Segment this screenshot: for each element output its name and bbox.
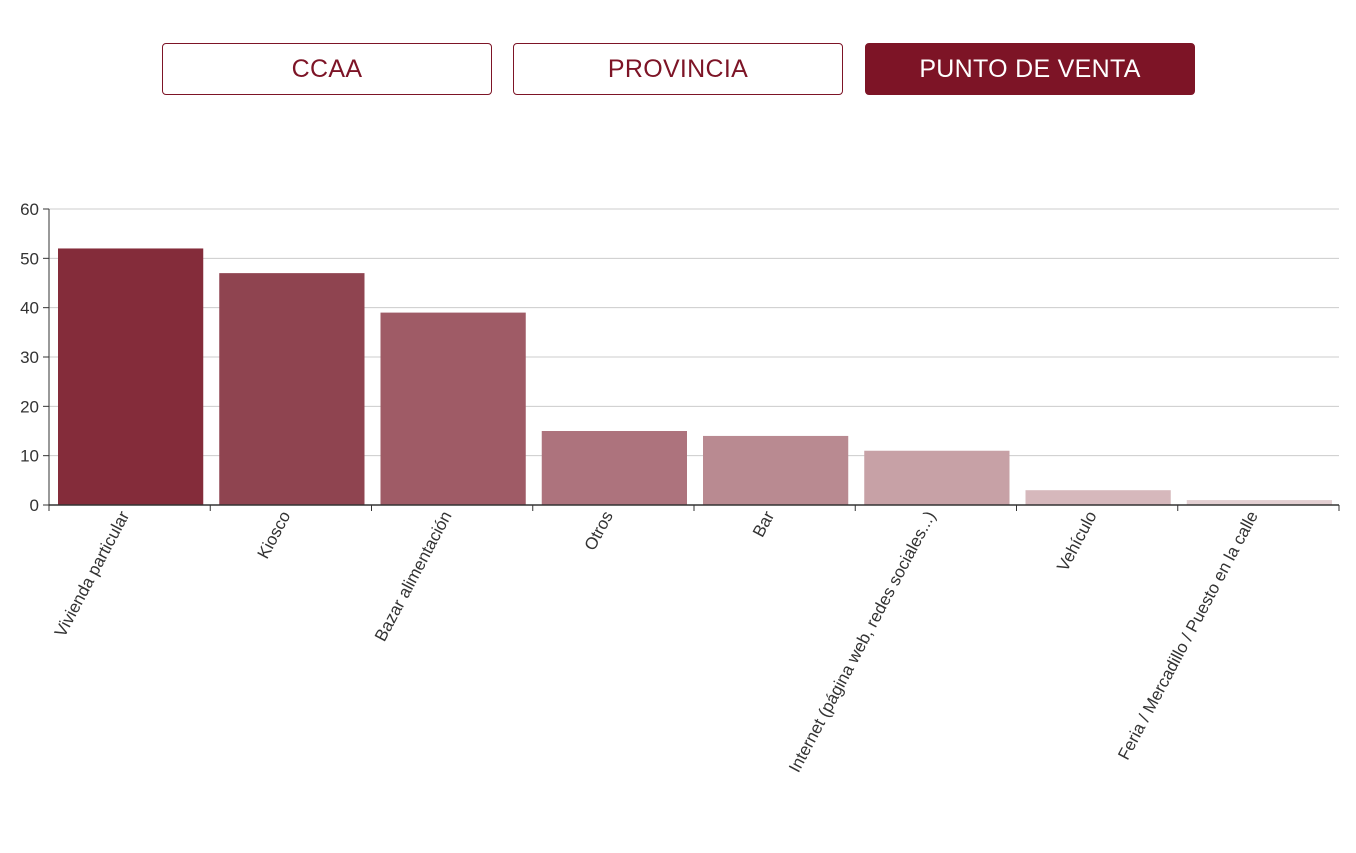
bar-4 <box>541 431 687 505</box>
x-category-label: Bar <box>749 508 778 541</box>
view-tabs: CCAA PROVINCIA PUNTO DE VENTA <box>162 43 1195 95</box>
y-tick-label: 40 <box>20 299 39 318</box>
x-category-label: Vivienda particular <box>51 508 133 640</box>
y-tick-label: 10 <box>20 447 39 466</box>
bar-8 <box>1186 500 1332 505</box>
x-category-label: Vehículo <box>1053 508 1100 575</box>
x-category-label: Otros <box>581 508 617 554</box>
y-tick-label: 60 <box>20 200 39 219</box>
tab-punto-de-venta[interactable]: PUNTO DE VENTA <box>865 43 1195 95</box>
bar-3 <box>380 312 526 505</box>
y-tick-label: 0 <box>30 496 39 515</box>
bar-6 <box>864 450 1010 505</box>
bar-1 <box>58 248 204 505</box>
x-category-label: Kiosco <box>254 508 295 562</box>
bar-7 <box>1025 490 1171 505</box>
y-tick-label: 50 <box>20 249 39 268</box>
tab-provincia[interactable]: PROVINCIA <box>513 43 843 95</box>
y-tick-label: 30 <box>20 348 39 367</box>
y-tick-label: 20 <box>20 397 39 416</box>
tab-ccaa[interactable]: CCAA <box>162 43 492 95</box>
x-category-label: Internet (página web, redes sociales...) <box>785 508 939 776</box>
bar-5 <box>703 435 849 505</box>
x-category-label: Feria / Mercadillo / Puesto en la calle <box>1114 508 1262 763</box>
bar-2 <box>219 273 365 505</box>
x-category-label: Bazar alimentación <box>371 508 456 645</box>
